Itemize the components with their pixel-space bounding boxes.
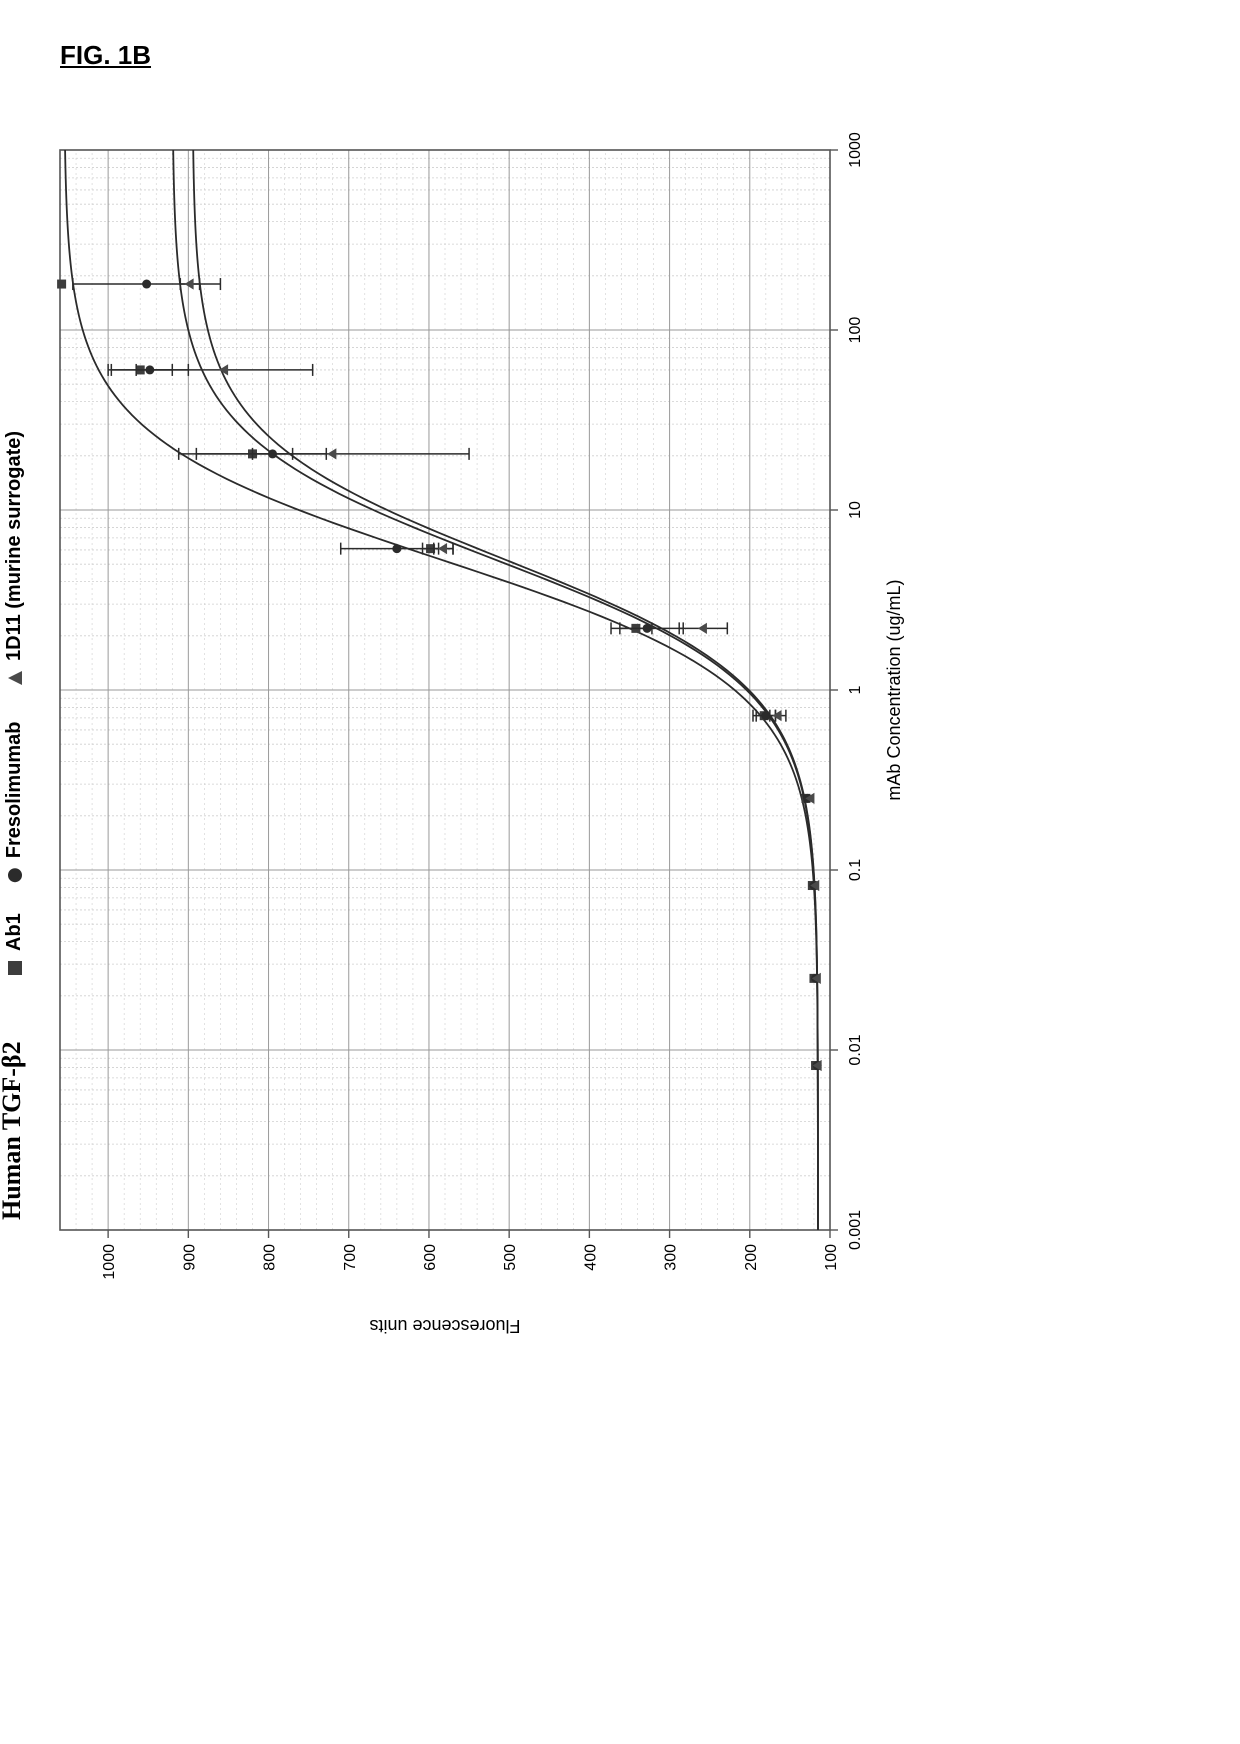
svg-text:800: 800: [262, 1244, 279, 1271]
svg-text:Fluorescence units: Fluorescence units: [369, 1316, 520, 1336]
svg-text:0.1: 0.1: [847, 859, 864, 881]
dose-response-chart: 0.001 0.01 0.1 1 10 100 1000 100 200 300 400 500 600…: [0, 80, 970, 1380]
svg-text:0.01: 0.01: [847, 1034, 864, 1065]
svg-text:100: 100: [847, 317, 864, 344]
svg-text:400: 400: [582, 1244, 599, 1271]
svg-text:900: 900: [181, 1244, 198, 1271]
svg-text:Human TGF-β2: Human TGF-β2: [0, 1041, 26, 1220]
svg-text:1000: 1000: [101, 1244, 118, 1280]
chart-container: 0.0010.010.11101001000100200300400500600…: [0, 380, 1240, 1380]
svg-text:0.001: 0.001: [847, 1210, 864, 1250]
svg-text:700: 700: [342, 1244, 359, 1271]
svg-text:1: 1: [847, 685, 864, 694]
svg-text:200: 200: [743, 1244, 760, 1271]
svg-text:Ab1: Ab1: [3, 913, 25, 951]
svg-text:1000: 1000: [847, 132, 864, 168]
svg-text:10: 10: [847, 501, 864, 519]
svg-text:mAb Concentration (ug/mL): mAb Concentration (ug/mL): [884, 579, 904, 800]
figure-label: FIG. 1B: [60, 40, 1180, 71]
svg-text:100: 100: [823, 1244, 840, 1271]
svg-text:600: 600: [422, 1244, 439, 1271]
svg-text:300: 300: [663, 1244, 680, 1271]
svg-text:Fresolimumab: Fresolimumab: [3, 721, 25, 858]
svg-text:1D11 (murine surrogate): 1D11 (murine surrogate): [3, 431, 25, 661]
svg-text:500: 500: [502, 1244, 519, 1271]
